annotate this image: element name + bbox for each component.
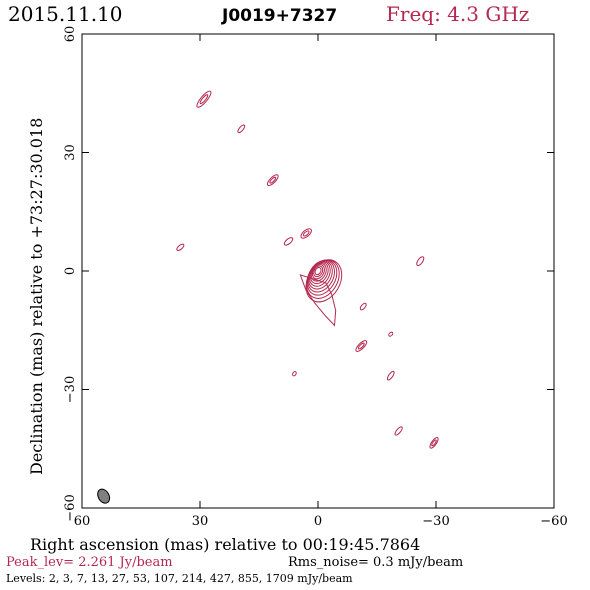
jet-component-contour: [416, 256, 425, 267]
jet-component-contour: [386, 370, 395, 381]
x-axis-label: Right ascension (mas) relative to 00:19:…: [30, 535, 420, 554]
jet-component-contour: [300, 228, 312, 239]
y-tick-label: 30: [63, 144, 78, 161]
jet-component-contour: [237, 124, 246, 134]
core-contour: [309, 261, 329, 285]
core-contour: [310, 262, 327, 282]
jet-component-inner-contour: [269, 176, 277, 184]
x-tick-label: 30: [192, 514, 209, 529]
jet-component-contour: [292, 371, 297, 377]
contour-layer: [97, 90, 439, 504]
y-tick-label: 0: [63, 267, 78, 275]
jet-component-contour: [176, 243, 185, 251]
observation-date: 2015.11.10: [8, 2, 123, 26]
jet-component-contour: [388, 331, 394, 337]
frequency-label: Freq: 4.3 GHz: [386, 2, 530, 26]
y-axis-label: Declination (mas) relative to +73:27:30.…: [27, 118, 46, 475]
jet-component-contour: [394, 426, 403, 436]
rms-noise: Rms_noise= 0.3 mJy/beam: [288, 555, 464, 570]
x-tick-label: 0: [314, 514, 322, 529]
y-tick-label: 60: [63, 26, 78, 43]
plot-frame: [81, 33, 555, 509]
core-contour: [313, 265, 324, 278]
contour-levels: Levels: 2, 3, 7, 13, 27, 53, 107, 214, 4…: [6, 572, 353, 585]
jet-component-inner-contour: [431, 439, 437, 447]
jet-component-inner-contour: [357, 342, 365, 350]
x-tick-label: −60: [540, 514, 567, 529]
core-contour: [314, 267, 322, 276]
y-tick-label: −30: [63, 376, 78, 403]
jet-component-inner-contour: [302, 230, 310, 237]
peak-level: Peak_lev= 2.261 Jy/beam: [6, 555, 173, 570]
jet-component-contour: [283, 237, 294, 246]
core-tail-contour: [299, 274, 337, 327]
jet-component-contour: [429, 436, 439, 449]
axis-tick-labels: 60 30 0 −30 −60 −60 −30 0 30 60: [63, 26, 568, 529]
jet-component-contour: [196, 90, 212, 108]
axis-ticks: [81, 33, 555, 509]
source-name: J0019+7327: [222, 6, 338, 26]
jet-component-contour: [266, 174, 279, 187]
x-tick-label: −30: [422, 514, 449, 529]
jet-component-contour: [359, 302, 367, 311]
jet-component-contour: [355, 340, 368, 352]
y-tick-label: −60: [63, 494, 78, 521]
core-contour: [311, 264, 325, 280]
x-tick-label: 60: [74, 514, 91, 529]
jet-component-inner-contour: [199, 94, 209, 105]
beam-ellipse: [97, 488, 111, 504]
